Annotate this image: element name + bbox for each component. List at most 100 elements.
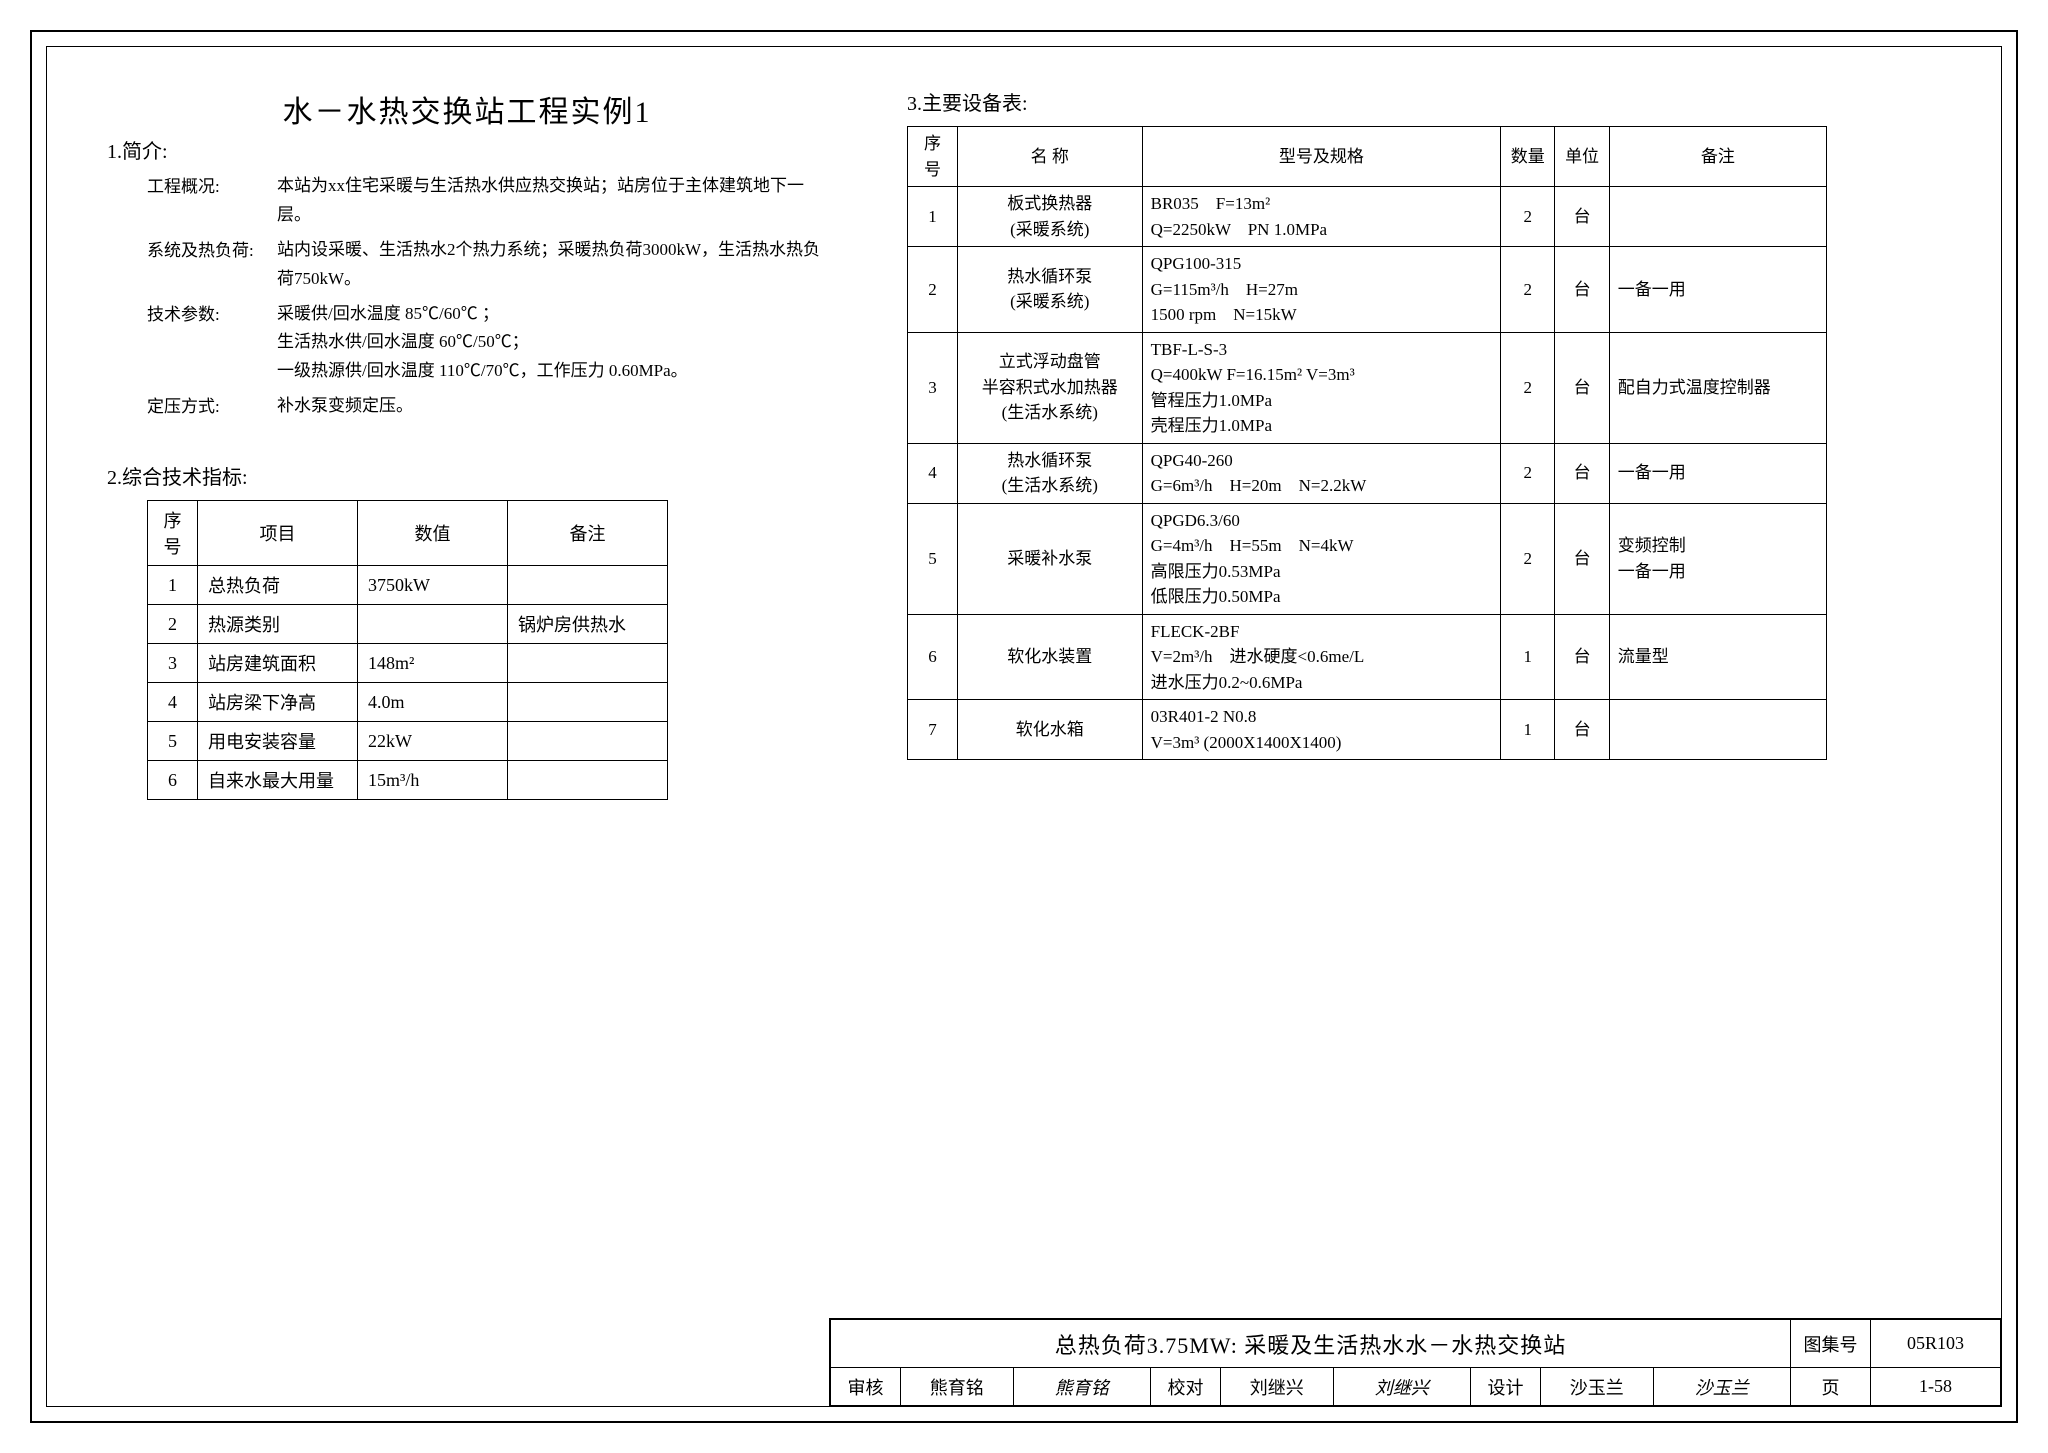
- left-column: 水－水热交换站工程实例1 1.简介: 工程概况:本站为xx住宅采暖与生活热水供应…: [107, 87, 827, 800]
- t1-cell: 3750kW: [358, 566, 508, 605]
- t2-header: 数量: [1501, 127, 1555, 187]
- t1-cell: 锅炉房供热水: [508, 605, 668, 644]
- right-column: 3.主要设备表: 序号名 称型号及规格数量单位备注 1板式换热器 (采暖系统)B…: [907, 87, 1827, 800]
- reviewer-name: 熊育铭: [901, 1368, 1014, 1406]
- t2-cell: 热水循环泵 (采暖系统): [957, 247, 1142, 333]
- t1-cell: 3: [148, 644, 198, 683]
- t2-cell: 采暖补水泵: [957, 503, 1142, 614]
- reviewer-signature: 熊育铭: [1013, 1368, 1151, 1406]
- t1-cell: 用电安装容量: [198, 722, 358, 761]
- t1-cell: 2: [148, 605, 198, 644]
- titleblock-main: 总热负荷3.75MW: 采暖及生活热水水－水热交换站: [831, 1320, 1791, 1368]
- t2-cell: 台: [1555, 332, 1609, 443]
- table-row: 4站房梁下净高4.0m: [148, 683, 668, 722]
- t2-cell: 2: [1501, 443, 1555, 503]
- title-block: 总热负荷3.75MW: 采暖及生活热水水－水热交换站图集号05R103审核熊育铭…: [829, 1318, 2001, 1406]
- t1-header: 数值: [358, 501, 508, 566]
- t2-cell: [1609, 187, 1826, 247]
- t2-cell: 台: [1555, 614, 1609, 700]
- intro-row: 技术参数:采暖供/回水温度 85℃/60℃ ； 生活热水供/回水温度 60℃/5…: [147, 300, 827, 387]
- t1-cell: 站房梁下净高: [198, 683, 358, 722]
- t2-cell: 1: [1501, 700, 1555, 760]
- section2-label: 2.综合技术指标:: [107, 461, 827, 490]
- t1-header: 项目: [198, 501, 358, 566]
- t2-cell: 配自力式温度控制器: [1609, 332, 1826, 443]
- checker-name: 刘继兴: [1221, 1368, 1334, 1406]
- t2-cell: 软化水装置: [957, 614, 1142, 700]
- t2-cell: QPG100-315 G=115m³/h H=27m 1500 rpm N=15…: [1142, 247, 1500, 333]
- t2-cell: 流量型: [1609, 614, 1826, 700]
- design-label: 设计: [1471, 1368, 1541, 1406]
- t1-cell: 15m³/h: [358, 761, 508, 800]
- t2-cell: 台: [1555, 187, 1609, 247]
- table-row: 1总热负荷3750kW: [148, 566, 668, 605]
- designer-signature: 沙玉兰: [1653, 1368, 1791, 1406]
- table-row: 1板式换热器 (采暖系统)BR035 F=13m² Q=2250kW PN 1.…: [908, 187, 1827, 247]
- designer-name: 沙玉兰: [1541, 1368, 1654, 1406]
- t2-cell: 4: [908, 443, 958, 503]
- inner-frame: 水－水热交换站工程实例1 1.简介: 工程概况:本站为xx住宅采暖与生活热水供应…: [46, 46, 2002, 1407]
- table-row: 6软化水装置FLECK-2BF V=2m³/h 进水硬度<0.6me/L 进水压…: [908, 614, 1827, 700]
- t2-cell: FLECK-2BF V=2m³/h 进水硬度<0.6me/L 进水压力0.2~0…: [1142, 614, 1500, 700]
- intro-key: 系统及热负荷:: [147, 236, 277, 294]
- intro-key: 技术参数:: [147, 300, 277, 387]
- t2-cell: 台: [1555, 247, 1609, 333]
- table-row: 3站房建筑面积148m²: [148, 644, 668, 683]
- t2-cell: BR035 F=13m² Q=2250kW PN 1.0MPa: [1142, 187, 1500, 247]
- checker-signature: 刘继兴: [1333, 1368, 1471, 1406]
- table-row: 4热水循环泵 (生活水系统)QPG40-260 G=6m³/h H=20m N=…: [908, 443, 1827, 503]
- t2-header: 名 称: [957, 127, 1142, 187]
- t2-header: 型号及规格: [1142, 127, 1500, 187]
- intro-key: 工程概况:: [147, 172, 277, 230]
- t1-cell: 148m²: [358, 644, 508, 683]
- document-title: 水－水热交换站工程实例1: [107, 87, 827, 131]
- t2-cell: 立式浮动盘管 半容积式水加热器 (生活水系统): [957, 332, 1142, 443]
- intro-value: 补水泵变频定压。: [277, 392, 827, 421]
- t1-cell: [508, 644, 668, 683]
- page-value: 1-58: [1871, 1368, 2001, 1406]
- review-label: 审核: [831, 1368, 901, 1406]
- t1-cell: 4: [148, 683, 198, 722]
- t2-cell: 1: [908, 187, 958, 247]
- t2-cell: 台: [1555, 700, 1609, 760]
- t2-cell: 2: [1501, 247, 1555, 333]
- t2-cell: 2: [908, 247, 958, 333]
- t1-cell: 总热负荷: [198, 566, 358, 605]
- t1-cell: 站房建筑面积: [198, 644, 358, 683]
- t1-cell: 5: [148, 722, 198, 761]
- t2-cell: 03R401-2 N0.8 V=3m³ (2000X1400X1400): [1142, 700, 1500, 760]
- t2-cell: 一备一用: [1609, 443, 1826, 503]
- t1-header: 备注: [508, 501, 668, 566]
- t1-cell: 自来水最大用量: [198, 761, 358, 800]
- intro-row: 工程概况:本站为xx住宅采暖与生活热水供应热交换站；站房位于主体建筑地下一层。: [147, 172, 827, 230]
- t2-cell: 一备一用: [1609, 247, 1826, 333]
- t2-cell: 5: [908, 503, 958, 614]
- t1-cell: [508, 761, 668, 800]
- t2-cell: 1: [1501, 614, 1555, 700]
- page-frame: 水－水热交换站工程实例1 1.简介: 工程概况:本站为xx住宅采暖与生活热水供应…: [30, 30, 2018, 1423]
- t2-cell: 6: [908, 614, 958, 700]
- t1-cell: 22kW: [358, 722, 508, 761]
- equipment-table: 序号名 称型号及规格数量单位备注 1板式换热器 (采暖系统)BR035 F=13…: [907, 126, 1827, 760]
- intro-value: 站内设采暖、生活热水2个热力系统；采暖热负荷3000kW，生活热水热负荷750k…: [277, 236, 827, 294]
- section3-label: 3.主要设备表:: [907, 87, 1827, 116]
- table-row: 5采暖补水泵QPGD6.3/60 G=4m³/h H=55m N=4kW 高限压…: [908, 503, 1827, 614]
- t1-cell: 热源类别: [198, 605, 358, 644]
- t2-cell: 软化水箱: [957, 700, 1142, 760]
- t2-cell: 变频控制 一备一用: [1609, 503, 1826, 614]
- table-row: 7软化水箱03R401-2 N0.8 V=3m³ (2000X1400X1400…: [908, 700, 1827, 760]
- intro-row: 系统及热负荷:站内设采暖、生活热水2个热力系统；采暖热负荷3000kW，生活热水…: [147, 236, 827, 294]
- t2-cell: 2: [1501, 187, 1555, 247]
- check-label: 校对: [1151, 1368, 1221, 1406]
- drawing-set-value: 05R103: [1871, 1320, 2001, 1368]
- t2-cell: [1609, 700, 1826, 760]
- table-row: 2热水循环泵 (采暖系统)QPG100-315 G=115m³/h H=27m …: [908, 247, 1827, 333]
- section1-label: 1.简介:: [107, 135, 827, 164]
- t2-cell: QPG40-260 G=6m³/h H=20m N=2.2kW: [1142, 443, 1500, 503]
- content-area: 水－水热交换站工程实例1 1.简介: 工程概况:本站为xx住宅采暖与生活热水供应…: [47, 47, 2001, 800]
- intro-row: 定压方式:补水泵变频定压。: [147, 392, 827, 421]
- t1-cell: [508, 722, 668, 761]
- t1-cell: 4.0m: [358, 683, 508, 722]
- t2-header: 单位: [1555, 127, 1609, 187]
- t2-cell: 3: [908, 332, 958, 443]
